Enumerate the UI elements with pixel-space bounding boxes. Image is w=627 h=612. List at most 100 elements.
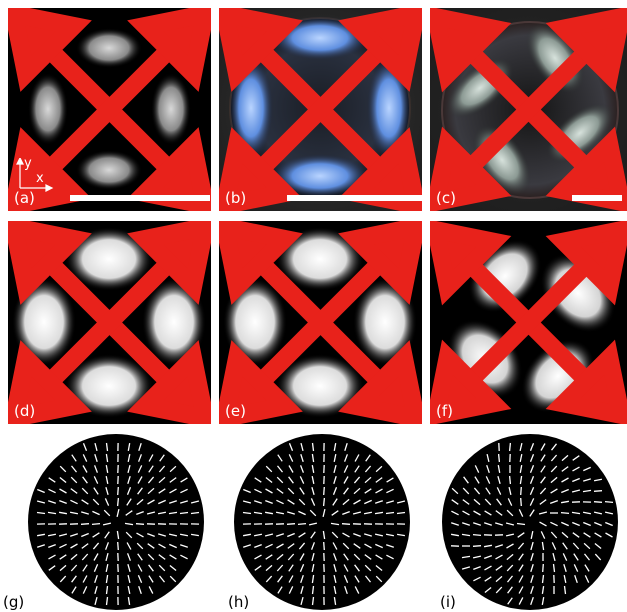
director-segment (354, 454, 360, 462)
director-segment (473, 522, 481, 526)
director-segment (561, 488, 569, 494)
simulated-image-e (223, 227, 417, 418)
director-segment (136, 542, 144, 550)
director-segment (70, 499, 78, 505)
director-segment (550, 443, 558, 451)
panel-label-f: (f) (436, 402, 453, 420)
director-segment (82, 454, 88, 462)
director-segment (508, 442, 512, 452)
director-segment (190, 500, 200, 504)
director-field-g (28, 434, 204, 610)
director-segment (70, 564, 78, 572)
director-segment (594, 521, 602, 527)
director-segment (375, 488, 383, 494)
director-segment (364, 543, 372, 549)
director-segment (343, 476, 349, 484)
director-segment (300, 596, 304, 606)
director-segment (254, 554, 262, 560)
director-segment (147, 532, 155, 538)
director-segment (59, 499, 67, 505)
director-segment (562, 553, 568, 561)
director-segment (125, 531, 133, 539)
director-segment (529, 498, 535, 506)
director-segment (529, 476, 535, 484)
director-segment (562, 542, 568, 550)
director-segment (311, 487, 315, 495)
director-segment (385, 511, 395, 515)
director-segment (530, 553, 534, 561)
director-segment (497, 453, 501, 463)
director-segment (179, 511, 189, 515)
director-segment (552, 563, 556, 573)
director-segment (288, 465, 294, 473)
director-segment (518, 509, 524, 517)
director-segment (158, 564, 166, 572)
director-segment (541, 541, 545, 551)
director-segment (604, 500, 614, 504)
director-segment (287, 543, 295, 549)
director-segment (82, 476, 88, 484)
director-segment (308, 522, 318, 526)
director-segment (583, 542, 591, 550)
director-segment (375, 477, 383, 483)
director-segment (572, 532, 580, 538)
director-segment (104, 498, 110, 506)
director-field-i (442, 434, 618, 610)
crossed-polarizers-icon (430, 8, 627, 211)
director-segment (462, 487, 470, 495)
director-segment (148, 465, 154, 473)
director-segment (299, 476, 305, 484)
director-segment (344, 443, 348, 451)
disk (28, 434, 204, 610)
director-segment (148, 454, 154, 462)
director-segment (572, 477, 580, 483)
director-segment (508, 475, 512, 485)
director-segment (105, 574, 109, 584)
crossed-polarizers-icon (219, 8, 422, 211)
director-segment (298, 510, 306, 516)
director-segment (571, 489, 581, 493)
director-segment (333, 574, 337, 584)
director-segment (343, 553, 349, 561)
director-segment (519, 464, 523, 474)
director-segment (496, 487, 502, 495)
director-segment (343, 487, 349, 495)
director-segment (93, 553, 99, 561)
xy-axes-indicator: y x (14, 156, 54, 192)
director-segment (265, 543, 273, 549)
director-segment (126, 553, 132, 561)
director-segment (560, 500, 570, 504)
director-segment (116, 497, 120, 507)
director-segment (573, 553, 579, 561)
director-segment (48, 543, 56, 549)
director-segment (530, 541, 534, 551)
director-segment (105, 464, 109, 474)
director-segment (332, 487, 338, 495)
director-segment (333, 597, 337, 605)
director-segment (127, 564, 131, 572)
director-segment (540, 465, 546, 473)
director-segment (353, 487, 361, 495)
director-segment (517, 542, 525, 550)
director-segment (461, 533, 471, 537)
director-segment (311, 596, 315, 606)
director-segment (364, 533, 372, 537)
director-segment (168, 511, 178, 515)
director-segment (265, 499, 273, 505)
director-segment (300, 454, 304, 462)
director-segment (311, 563, 315, 573)
director-segment (486, 464, 490, 474)
director-segment (148, 575, 154, 583)
director-segment (375, 575, 383, 583)
director-segment (59, 476, 67, 484)
director-segment (297, 522, 307, 526)
director-segment (126, 487, 132, 495)
director-segment (70, 533, 78, 537)
director-segment (105, 596, 109, 606)
crossed-polarizers-icon (219, 221, 422, 424)
director-segment (69, 511, 79, 515)
director-segment (583, 478, 591, 482)
director-segment (550, 454, 558, 462)
director-segment (461, 522, 471, 526)
director-segment (353, 532, 361, 538)
